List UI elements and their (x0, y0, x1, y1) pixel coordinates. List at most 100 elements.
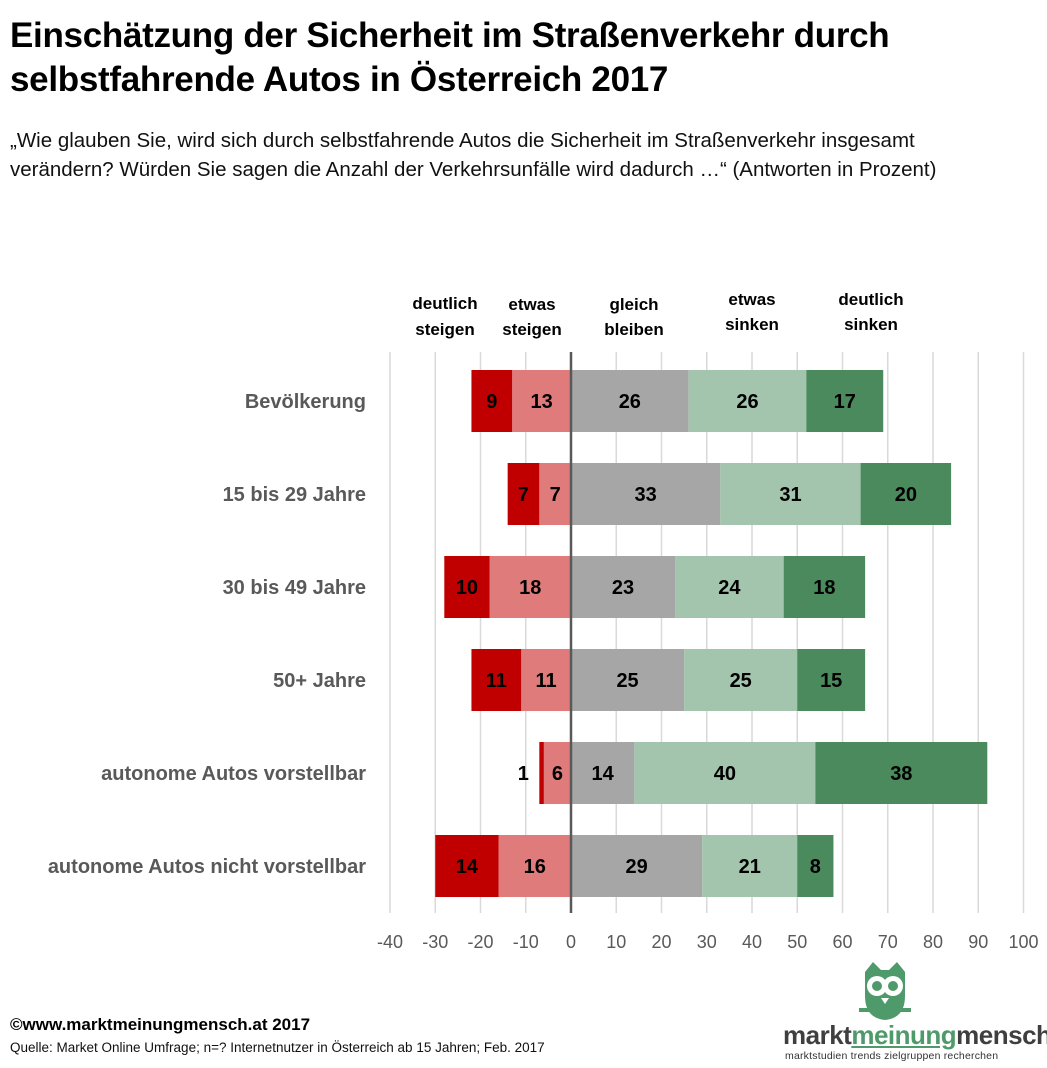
bar-segment (571, 835, 703, 897)
data-label: 23 (612, 577, 634, 599)
data-label: 14 (592, 763, 615, 785)
bar-segment (512, 370, 571, 432)
owl-icon (859, 962, 911, 1020)
data-label: 38 (890, 763, 912, 785)
bar-segment (783, 556, 866, 618)
bar-segment (860, 463, 952, 525)
bar-segment (571, 649, 685, 711)
data-label: 8 (810, 856, 821, 878)
data-label: 29 (625, 856, 647, 878)
data-label: 20 (895, 484, 917, 506)
logo-word-mensch: mensch (956, 1020, 1047, 1050)
bar-segment (435, 835, 499, 897)
bar-segment (489, 556, 571, 618)
bar-segment (571, 742, 635, 804)
bar-segment (471, 370, 513, 432)
data-label: 21 (739, 856, 761, 878)
bar-segment (684, 649, 798, 711)
x-tick-label: 50 (787, 932, 807, 952)
x-tick-label: 90 (968, 932, 988, 952)
data-label: 11 (486, 670, 507, 692)
data-label: 7 (518, 484, 529, 506)
logo-word-meinung: meinung (851, 1020, 957, 1050)
logo-wordmark: marktmeinungmensch (783, 1020, 1047, 1051)
page-title: Einschätzung der Sicherheit im Straßenve… (10, 16, 890, 99)
data-label: 40 (714, 763, 736, 785)
category-label: 30 bis 49 Jahre (223, 577, 366, 599)
legend-label: gleich (609, 295, 658, 314)
bar-segment (806, 370, 884, 432)
category-label: 15 bis 29 Jahre (223, 484, 366, 506)
data-label: 7 (550, 484, 561, 506)
bar-segment (571, 370, 689, 432)
bar-segment (702, 835, 798, 897)
x-tick-label: -40 (377, 932, 403, 952)
legend-label: deutlich (838, 290, 903, 309)
data-label: 16 (524, 856, 546, 878)
data-label: 18 (519, 577, 541, 599)
bar-segment (543, 742, 571, 804)
x-tick-label: 70 (878, 932, 898, 952)
x-tick-label: -10 (513, 932, 539, 952)
legend-label: sinken (725, 315, 779, 334)
category-label: 50+ Jahre (273, 670, 366, 692)
data-label: 1 (518, 763, 529, 785)
brand-logo: marktmeinungmensch marktstudien trends z… (783, 960, 1047, 1064)
data-label: 26 (619, 391, 641, 413)
data-label: 26 (736, 391, 758, 413)
logo-tagline: marktstudien trends zielgruppen recherch… (785, 1050, 999, 1062)
data-label: 13 (530, 391, 552, 413)
legend-label: deutlich (412, 294, 477, 313)
logo-word-markt: markt (783, 1020, 852, 1050)
bar-segment (539, 463, 571, 525)
x-tick-label: 100 (1008, 932, 1038, 952)
page-subtitle: „Wie glauben Sie, wird sich durch selbst… (10, 129, 937, 181)
data-label: 11 (536, 670, 557, 692)
bar-segment (634, 742, 816, 804)
data-label: 25 (730, 670, 752, 692)
diverging-bar-chart: -40 -30 -20 -10 0 10 20 30 40 50 60 70 80 90 100 13 9 26 2… (48, 290, 1039, 952)
x-tick-label: 30 (697, 932, 717, 952)
x-tick-label: 0 (566, 932, 576, 952)
data-label: 17 (834, 391, 856, 413)
data-label: 6 (552, 763, 563, 785)
category-label: autonome Autos nicht vorstellbar (48, 856, 366, 878)
x-tick-label: 40 (742, 932, 762, 952)
data-label: 15 (820, 670, 842, 692)
bar-segment (539, 742, 544, 804)
data-label: 14 (456, 856, 479, 878)
bar-segment (815, 742, 988, 804)
data-label: 9 (486, 391, 497, 413)
legend-label: sinken (844, 315, 898, 334)
data-label: 25 (616, 670, 638, 692)
bar-segment (720, 463, 861, 525)
bar-segment (507, 463, 540, 525)
category-label: autonome Autos vorstellbar (101, 763, 366, 785)
legend-label: steigen (415, 320, 475, 339)
bar-segment (498, 835, 571, 897)
x-tick-label: 60 (832, 932, 852, 952)
copyright-note: ©www.marktmeinungmensch.at 2017 (10, 1015, 311, 1034)
bar-segment (521, 649, 571, 711)
legend-label: etwas (728, 290, 775, 309)
bar-segment (675, 556, 784, 618)
legend-label: bleiben (604, 320, 664, 339)
data-label: 31 (779, 484, 801, 506)
data-label: 33 (635, 484, 657, 506)
x-tick-label: -30 (422, 932, 448, 952)
bar-segment (444, 556, 490, 618)
category-label: Bevölkerung (245, 391, 366, 413)
bar-segment (571, 463, 721, 525)
legend-label: steigen (502, 320, 562, 339)
bar-segment (797, 649, 866, 711)
data-label: 18 (813, 577, 835, 599)
data-label: 24 (718, 577, 741, 599)
bar-segment (471, 649, 522, 711)
bar-segment (688, 370, 807, 432)
x-tick-label: 10 (606, 932, 626, 952)
x-tick-label: -20 (467, 932, 493, 952)
bar-segment (571, 556, 676, 618)
source-note: Quelle: Market Online Umfrage; n=? Inter… (10, 1040, 545, 1055)
x-tick-label: 80 (923, 932, 943, 952)
legend-label: etwas (508, 295, 555, 314)
